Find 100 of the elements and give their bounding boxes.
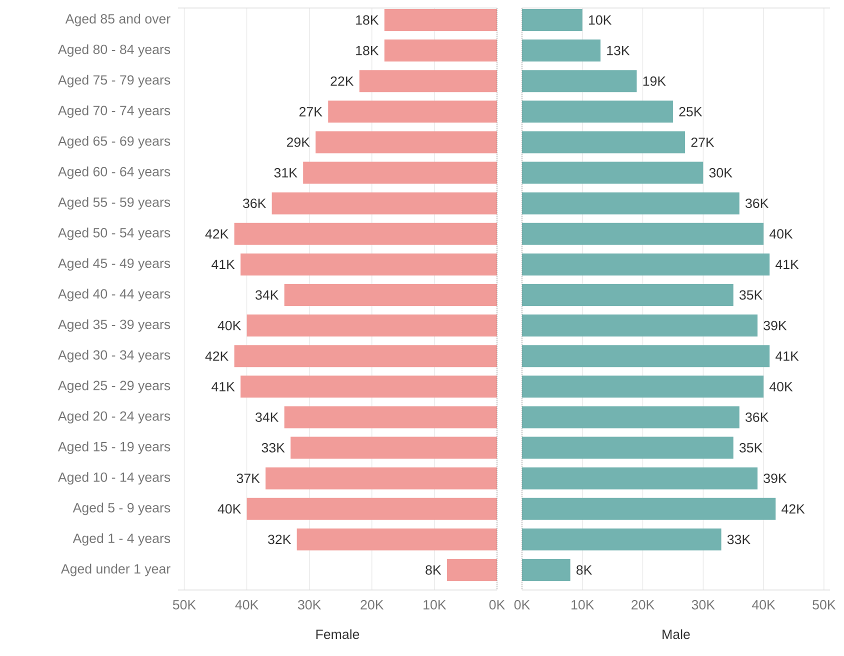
- y-tick-label: Aged 5 - 9 years: [72, 502, 170, 516]
- y-tick-label: Aged 80 - 84 years: [58, 44, 170, 57]
- data-label: 31K: [274, 168, 298, 178]
- data-label: 40K: [218, 320, 242, 330]
- bar: [522, 222, 764, 245]
- data-label: 18K: [356, 46, 379, 56]
- y-tick-label: Aged 40 - 44 years: [58, 288, 170, 302]
- bar: [359, 70, 497, 92]
- x-tick-label: 20K: [632, 600, 654, 610]
- y-tick-label: Aged 55 - 59 years: [58, 197, 170, 210]
- data-label: 30K: [709, 168, 732, 178]
- data-label: 29K: [286, 138, 310, 147]
- bar: [246, 498, 497, 520]
- data-label: 41K: [212, 382, 235, 392]
- data-label: 32K: [268, 534, 292, 544]
- bar: [296, 528, 497, 550]
- bar: [522, 376, 764, 398]
- data-label: 42K: [782, 504, 805, 514]
- y-tick-label: Aged 60 - 64 years: [58, 166, 170, 179]
- x-tick-label: 50K: [812, 600, 836, 610]
- data-label: 13K: [607, 46, 630, 56]
- data-label: 35K: [739, 290, 763, 300]
- data-label: 39K: [764, 320, 787, 330]
- x-tick-label: 0K: [489, 600, 505, 610]
- x-axis-title: Female: [316, 629, 360, 640]
- bar: [522, 192, 740, 214]
- data-label: 18K: [356, 15, 379, 25]
- bar: [266, 467, 497, 490]
- x-tick-label: 50K: [172, 600, 196, 610]
- bar: [284, 406, 497, 428]
- data-label: 36K: [746, 412, 769, 422]
- bar: [522, 436, 734, 459]
- data-label: 34K: [256, 290, 279, 300]
- bar: [522, 8, 582, 31]
- data-label: 8K: [576, 565, 592, 575]
- data-label: 10K: [589, 15, 612, 25]
- data-label: 27K: [299, 107, 322, 116]
- bar: [384, 8, 497, 31]
- bar: [522, 100, 673, 123]
- data-label: 41K: [776, 260, 799, 270]
- bar: [522, 253, 770, 276]
- bar: [522, 558, 570, 581]
- y-tick-label: Aged 85 and over: [65, 14, 170, 26]
- bar: [290, 436, 497, 459]
- x-tick-label: 40K: [752, 600, 776, 610]
- data-label: 40K: [218, 504, 242, 514]
- y-tick-label: Aged 1 - 4 years: [72, 533, 170, 546]
- bar: [284, 284, 497, 306]
- bar: [522, 498, 776, 520]
- bar: [522, 345, 770, 368]
- data-label: 40K: [769, 229, 793, 239]
- data-label: 37K: [236, 474, 260, 484]
- bar: [522, 314, 758, 337]
- data-label: 39K: [764, 474, 787, 484]
- y-tick-label: Aged 10 - 14 years: [58, 472, 170, 485]
- y-tick-label: Aged 20 - 24 years: [58, 411, 170, 424]
- bar: [522, 131, 686, 154]
- bar: [240, 376, 497, 398]
- y-tick-label: Aged 25 - 29 years: [58, 380, 170, 393]
- data-label: 41K: [776, 352, 799, 361]
- data-label: 36K: [243, 198, 266, 208]
- bar: [272, 192, 497, 214]
- x-tick-label: 0K: [514, 600, 530, 610]
- y-tick-label: Aged 15 - 19 years: [58, 442, 170, 454]
- bar: [328, 100, 497, 123]
- y-tick-label: Aged 35 - 39 years: [58, 319, 170, 332]
- data-label: 34K: [256, 412, 279, 422]
- y-tick-label: Aged 75 - 79 years: [58, 74, 170, 88]
- x-tick-label: 30K: [692, 600, 715, 610]
- bar: [303, 162, 497, 184]
- bar: [522, 40, 601, 62]
- y-tick-label: Aged 65 - 69 years: [58, 136, 170, 148]
- data-label: 8K: [426, 565, 442, 575]
- data-label: 40K: [769, 382, 793, 392]
- x-tick-label: 40K: [235, 600, 259, 610]
- data-label: 25K: [679, 106, 702, 116]
- x-tick-label: 10K: [424, 600, 446, 610]
- data-label: 22K: [330, 76, 354, 86]
- data-label: 36K: [746, 198, 769, 208]
- y-tick-label: Aged 50 - 54 years: [58, 228, 170, 240]
- bar: [246, 314, 497, 337]
- y-tick-label: Aged 45 - 49 years: [58, 258, 170, 271]
- data-label: 33K: [727, 534, 750, 544]
- y-tick-label: Aged 30 - 34 years: [58, 350, 170, 362]
- bar: [234, 222, 497, 245]
- bar: [234, 345, 497, 368]
- bar: [446, 558, 497, 581]
- x-axis-title: Male: [662, 629, 690, 640]
- bar: [522, 284, 734, 306]
- bar: [384, 40, 497, 62]
- bar: [240, 253, 497, 276]
- y-tick-label: Aged 70 - 74 years: [58, 105, 170, 118]
- bar: [522, 528, 722, 550]
- bar: [522, 162, 704, 184]
- bar: [316, 131, 497, 154]
- y-tick-label: Aged under 1 year: [60, 564, 170, 576]
- data-label: 41K: [212, 260, 235, 270]
- data-label: 42K: [205, 351, 229, 361]
- x-tick-label: 10K: [572, 600, 594, 610]
- data-label: 33K: [262, 443, 285, 452]
